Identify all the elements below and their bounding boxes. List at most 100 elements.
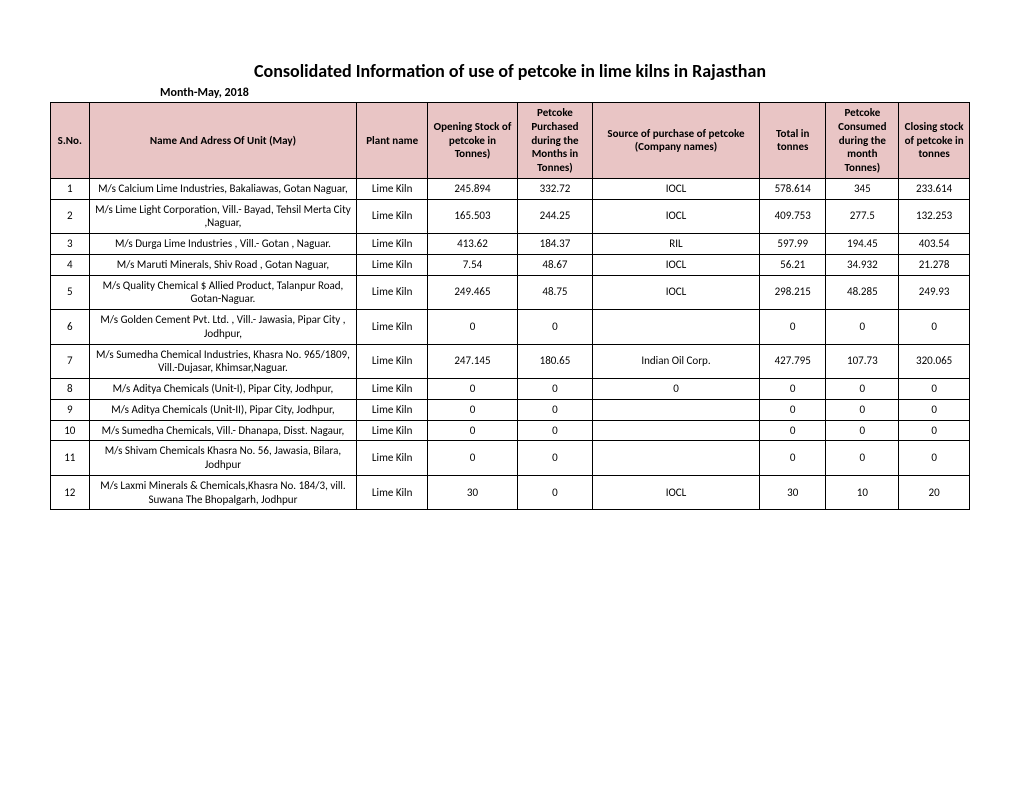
cell-consumed: 107.73 <box>826 344 899 379</box>
col-closing: Closing stock of petcoke in tonnes <box>899 103 970 179</box>
cell-name: M/s Durga Lime Industries , Vill.- Gotan… <box>89 234 357 255</box>
cell-purchased: 0 <box>517 441 592 476</box>
cell-closing: 0 <box>899 310 970 345</box>
cell-name: M/s Aditya Chemicals (Unit-I), Pipar Cit… <box>89 379 357 400</box>
table-row: 2M/s Lime Light Corporation, Vill.- Baya… <box>51 199 970 234</box>
cell-closing: 320.065 <box>899 344 970 379</box>
cell-closing: 0 <box>899 420 970 441</box>
cell-plant: Lime Kiln <box>357 420 428 441</box>
cell-total: 409.753 <box>760 199 826 234</box>
cell-sno: 2 <box>51 199 90 234</box>
cell-total: 0 <box>760 420 826 441</box>
cell-consumed: 277.5 <box>826 199 899 234</box>
cell-total: 30 <box>760 475 826 510</box>
cell-sno: 11 <box>51 441 90 476</box>
cell-total: 578.614 <box>760 178 826 199</box>
cell-closing: 0 <box>899 441 970 476</box>
cell-sno: 10 <box>51 420 90 441</box>
cell-plant: Lime Kiln <box>357 379 428 400</box>
cell-name: M/s Golden Cement Pvt. Ltd. , Vill.- Jaw… <box>89 310 357 345</box>
table-row: 3M/s Durga Lime Industries , Vill.- Gota… <box>51 234 970 255</box>
cell-name: M/s Maruti Minerals, Shiv Road , Gotan N… <box>89 254 357 275</box>
cell-sno: 9 <box>51 399 90 420</box>
cell-purchased: 0 <box>517 399 592 420</box>
cell-source <box>592 441 759 476</box>
col-opening: Opening Stock of petcoke in Tonnes) <box>428 103 518 179</box>
cell-source: 0 <box>592 379 759 400</box>
cell-purchased: 184.37 <box>517 234 592 255</box>
cell-purchased: 0 <box>517 379 592 400</box>
col-purchased: Petcoke Purchased during the Months in T… <box>517 103 592 179</box>
cell-consumed: 0 <box>826 310 899 345</box>
cell-source: IOCL <box>592 199 759 234</box>
cell-source <box>592 399 759 420</box>
cell-closing: 20 <box>899 475 970 510</box>
table-row: 12M/s Laxmi Minerals & Chemicals,Khasra … <box>51 475 970 510</box>
table-row: 6M/s Golden Cement Pvt. Ltd. , Vill.- Ja… <box>51 310 970 345</box>
cell-sno: 6 <box>51 310 90 345</box>
cell-sno: 5 <box>51 275 90 310</box>
cell-plant: Lime Kiln <box>357 344 428 379</box>
cell-source: IOCL <box>592 275 759 310</box>
cell-total: 298.215 <box>760 275 826 310</box>
cell-sno: 8 <box>51 379 90 400</box>
cell-closing: 249.93 <box>899 275 970 310</box>
cell-consumed: 48.285 <box>826 275 899 310</box>
cell-sno: 3 <box>51 234 90 255</box>
cell-opening: 0 <box>428 399 518 420</box>
cell-opening: 247.145 <box>428 344 518 379</box>
cell-source: IOCL <box>592 178 759 199</box>
page-title: Consolidated Information of use of petco… <box>50 60 970 82</box>
cell-plant: Lime Kiln <box>357 199 428 234</box>
cell-consumed: 0 <box>826 399 899 420</box>
cell-sno: 12 <box>51 475 90 510</box>
cell-total: 56.21 <box>760 254 826 275</box>
cell-purchased: 0 <box>517 420 592 441</box>
cell-name: M/s Shivam Chemicals Khasra No. 56, Jawa… <box>89 441 357 476</box>
table-row: 4M/s Maruti Minerals, Shiv Road , Gotan … <box>51 254 970 275</box>
cell-opening: 413.62 <box>428 234 518 255</box>
col-consumed: Petcoke Consumed during the month Tonnes… <box>826 103 899 179</box>
cell-source: RIL <box>592 234 759 255</box>
cell-purchased: 332.72 <box>517 178 592 199</box>
cell-opening: 0 <box>428 420 518 441</box>
cell-name: M/s Laxmi Minerals & Chemicals,Khasra No… <box>89 475 357 510</box>
cell-opening: 0 <box>428 379 518 400</box>
cell-consumed: 0 <box>826 441 899 476</box>
table-header-row: S.No. Name And Adress Of Unit (May) Plan… <box>51 103 970 179</box>
col-total: Total in tonnes <box>760 103 826 179</box>
table-row: 5M/s Quality Chemical $ Allied Product, … <box>51 275 970 310</box>
cell-consumed: 10 <box>826 475 899 510</box>
cell-opening: 245.894 <box>428 178 518 199</box>
table-row: 1M/s Calcium Lime Industries, Bakaliawas… <box>51 178 970 199</box>
page-subtitle: Month-May, 2018 <box>160 86 970 100</box>
cell-source: IOCL <box>592 475 759 510</box>
table-row: 9M/s Aditya Chemicals (Unit-II), Pipar C… <box>51 399 970 420</box>
cell-closing: 403.54 <box>899 234 970 255</box>
cell-name: M/s Sumedha Chemicals, Vill.- Dhanapa, D… <box>89 420 357 441</box>
table-row: 7M/s Sumedha Chemical Industries, Khasra… <box>51 344 970 379</box>
petcoke-table: S.No. Name And Adress Of Unit (May) Plan… <box>50 102 970 510</box>
cell-source: Indian Oil Corp. <box>592 344 759 379</box>
cell-sno: 7 <box>51 344 90 379</box>
col-plant: Plant name <box>357 103 428 179</box>
cell-closing: 21.278 <box>899 254 970 275</box>
cell-purchased: 180.65 <box>517 344 592 379</box>
cell-source: IOCL <box>592 254 759 275</box>
cell-sno: 4 <box>51 254 90 275</box>
cell-closing: 132.253 <box>899 199 970 234</box>
cell-consumed: 345 <box>826 178 899 199</box>
cell-plant: Lime Kiln <box>357 310 428 345</box>
cell-total: 0 <box>760 310 826 345</box>
cell-opening: 0 <box>428 441 518 476</box>
table-row: 11M/s Shivam Chemicals Khasra No. 56, Ja… <box>51 441 970 476</box>
table-row: 10M/s Sumedha Chemicals, Vill.- Dhanapa,… <box>51 420 970 441</box>
cell-opening: 0 <box>428 310 518 345</box>
cell-plant: Lime Kiln <box>357 178 428 199</box>
cell-plant: Lime Kiln <box>357 475 428 510</box>
cell-plant: Lime Kiln <box>357 275 428 310</box>
cell-purchased: 0 <box>517 310 592 345</box>
cell-purchased: 48.67 <box>517 254 592 275</box>
cell-purchased: 244.25 <box>517 199 592 234</box>
cell-sno: 1 <box>51 178 90 199</box>
